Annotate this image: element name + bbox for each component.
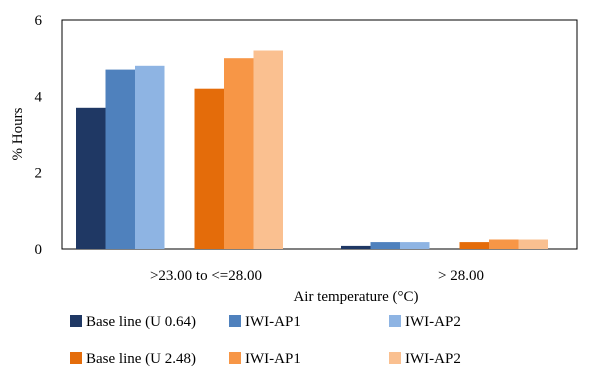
bar xyxy=(253,50,283,249)
y-tick-label: 0 xyxy=(35,242,43,258)
bar xyxy=(224,58,254,250)
bars-group xyxy=(76,50,548,250)
bar xyxy=(370,242,400,249)
bar xyxy=(76,107,106,249)
legend-label: Base line (U 0.64) xyxy=(86,314,196,330)
legend-swatch xyxy=(229,315,241,327)
bar xyxy=(194,88,224,249)
bar xyxy=(459,242,489,249)
legend-label: IWI-AP1 xyxy=(245,351,301,367)
y-tick-label: 4 xyxy=(35,89,43,105)
y-axis-label: % Hours xyxy=(10,107,26,160)
bar xyxy=(105,69,135,249)
legend-label: Base line (U 2.48) xyxy=(86,351,196,367)
legend-swatch xyxy=(229,352,241,364)
y-tick-label: 6 xyxy=(35,13,43,29)
x-tick-label: >23.00 to <=28.00 xyxy=(150,268,262,284)
bar xyxy=(135,65,165,249)
legend-label: IWI-AP2 xyxy=(405,351,461,367)
legend-swatch xyxy=(389,352,401,364)
x-tick-labels: >23.00 to <=28.00 > 28.00 xyxy=(150,268,484,284)
bar xyxy=(341,245,371,249)
x-tick-label: > 28.00 xyxy=(438,268,484,284)
legend-swatch xyxy=(70,315,82,327)
legend-label: IWI-AP2 xyxy=(405,314,461,330)
bar xyxy=(518,239,548,249)
y-tick-labels: 0 2 4 6 xyxy=(35,13,43,258)
x-axis-label: Air temperature (°C) xyxy=(293,289,418,305)
legend: Base line (U 0.64) IWI-AP1 IWI-AP2 Base lin… xyxy=(70,314,461,367)
legend-swatch xyxy=(389,315,401,327)
legend-swatch xyxy=(70,352,82,364)
bar xyxy=(400,242,430,249)
y-tick-label: 2 xyxy=(35,166,43,182)
legend-label: IWI-AP1 xyxy=(245,314,301,330)
bar xyxy=(489,239,519,249)
